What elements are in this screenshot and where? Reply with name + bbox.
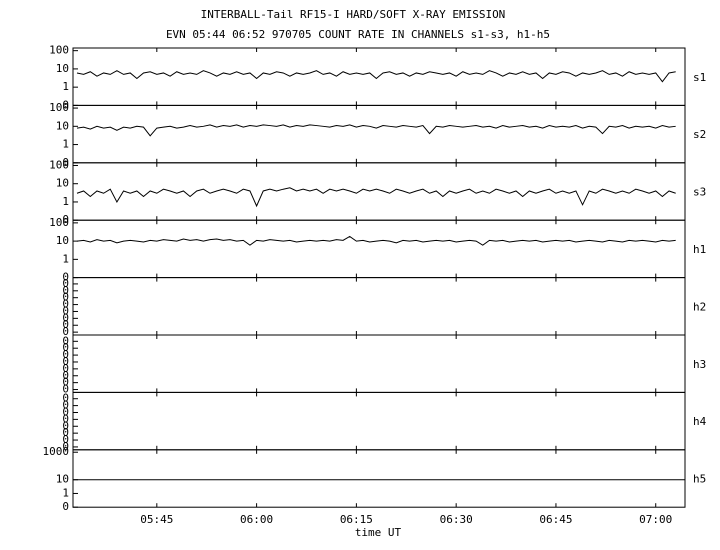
y-tick-label: 1000 (43, 445, 70, 458)
y-tick-label: 0 (62, 325, 69, 338)
y-tick-label: 0 (62, 304, 69, 317)
y-tick-label: 0 (62, 298, 69, 311)
y-tick-label: 0 (62, 311, 69, 324)
y-tick-label: 1 (62, 252, 69, 265)
y-tick-label: 100 (49, 216, 69, 229)
y-tick-label: 1 (62, 138, 69, 151)
panel-label: h2 (693, 300, 706, 313)
y-tick-label: 0 (62, 369, 69, 382)
y-tick-label: 0 (62, 271, 69, 284)
x-tick-label: 06:00 (240, 513, 273, 526)
data-line (76, 70, 676, 83)
y-tick-label: 100 (49, 44, 69, 57)
panel-label: s3 (693, 186, 706, 199)
y-tick-label: 0 (62, 291, 69, 304)
y-tick-label: 0 (62, 284, 69, 297)
y-tick-label: 10 (56, 177, 69, 190)
y-tick-label: 0 (62, 156, 69, 169)
y-tick-label: 1 (62, 486, 69, 499)
y-tick-label: 100 (49, 101, 69, 114)
panel-label: s1 (693, 71, 706, 84)
chart-title: INTERBALL-Tail RF15-I HARD/SOFT X-RAY EM… (201, 8, 506, 21)
y-tick-label: 0 (62, 348, 69, 361)
data-line (76, 235, 676, 246)
y-tick-label: 0 (62, 440, 69, 453)
y-tick-label: 0 (62, 399, 69, 412)
x-tick-label: 07:00 (639, 513, 672, 526)
y-tick-label: 0 (62, 412, 69, 425)
y-tick-label: 10 (56, 119, 69, 132)
y-tick-label: 0 (62, 383, 69, 396)
y-tick-label: 0 (62, 405, 69, 418)
y-tick-label: 1 (62, 195, 69, 208)
y-tick-label: 10 (56, 62, 69, 75)
x-axis-label: time UT (355, 526, 402, 539)
data-line (76, 187, 676, 208)
panel-label: s2 (693, 128, 706, 141)
x-tick-label: 06:15 (340, 513, 373, 526)
y-tick-label: 0 (62, 341, 69, 354)
y-tick-label: 0 (62, 362, 69, 375)
panel-label: h3 (693, 358, 706, 371)
y-tick-label: 100 (49, 158, 69, 171)
y-tick-label: 0 (62, 376, 69, 389)
y-tick-label: 1 (62, 80, 69, 93)
y-tick-label: 0 (62, 419, 69, 432)
panel-label: h4 (693, 415, 707, 428)
chart-subtitle: EVN 05:44 06:52 970705 COUNT RATE IN CHA… (166, 28, 550, 41)
x-tick-label: 05:45 (140, 513, 173, 526)
panel-label: h1 (693, 243, 706, 256)
y-tick-label: 0 (62, 334, 69, 347)
x-tick-label: 06:30 (440, 513, 473, 526)
panel-frame (72, 449, 686, 508)
y-tick-label: 0 (62, 392, 69, 405)
y-tick-label: 10 (56, 234, 69, 247)
x-tick-label: 06:45 (539, 513, 572, 526)
data-line (76, 124, 676, 137)
y-tick-label: 0 (62, 98, 69, 111)
y-tick-label: 0 (62, 426, 69, 439)
y-tick-label: 0 (62, 433, 69, 446)
panel-label: h5 (693, 473, 706, 486)
y-tick-label: 0 (62, 277, 69, 290)
y-tick-label: 0 (62, 213, 69, 226)
y-tick-label: 0 (62, 500, 69, 513)
y-tick-label: 0 (62, 318, 69, 331)
y-tick-label: 10 (56, 473, 69, 486)
y-tick-label: 0 (62, 355, 69, 368)
